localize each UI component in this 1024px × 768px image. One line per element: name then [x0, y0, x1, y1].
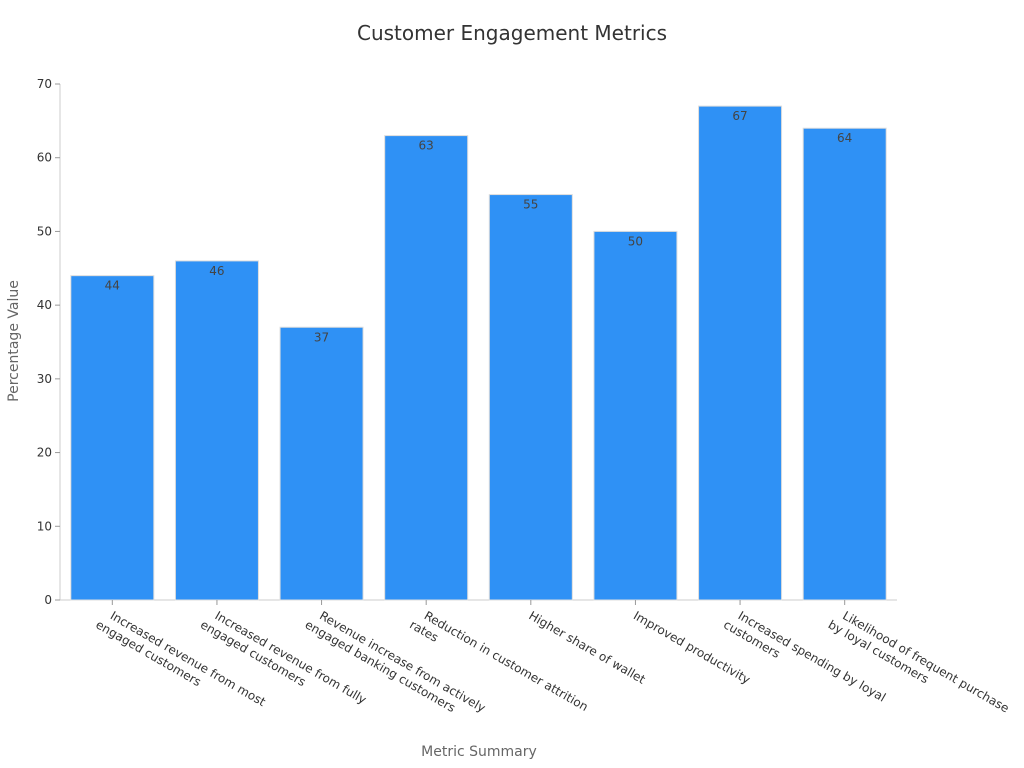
data-label: 63 [419, 139, 434, 153]
data-label: 44 [105, 279, 120, 293]
data-label: 55 [523, 198, 538, 212]
y-tick-label: 30 [37, 372, 52, 386]
x-tick-label: Likelihood of frequent purchaseby loyal … [826, 604, 1012, 728]
bar [593, 230, 678, 601]
x-tick-label: Reduction in customer attritionrates [407, 604, 590, 727]
chart-title: Customer Engagement Metrics [357, 21, 667, 45]
x-axis-title: Metric Summary [421, 744, 537, 760]
y-tick-label: 40 [37, 298, 52, 312]
y-tick-label: 60 [37, 151, 52, 165]
bar [279, 326, 364, 601]
bar [174, 260, 259, 601]
x-tick-label-line: Likelihood of frequent purchase [840, 608, 1011, 715]
data-label: 37 [314, 330, 329, 344]
y-tick-label: 70 [37, 77, 52, 91]
bar [70, 275, 155, 601]
y-tick-label: 50 [37, 224, 52, 238]
bar [384, 135, 469, 601]
y-tick-label: 0 [44, 593, 52, 607]
x-tick-label: Revenue increase from activelyengaged ba… [303, 604, 488, 728]
data-label: 67 [732, 109, 747, 123]
x-tick-label-line: Revenue increase from actively [317, 608, 488, 715]
bar [802, 127, 887, 601]
y-tick-label: 10 [37, 519, 52, 533]
data-label: 50 [628, 234, 643, 248]
y-axis-title: Percentage Value [6, 280, 22, 402]
bar [488, 194, 573, 601]
y-tick-label: 20 [37, 446, 52, 460]
bar [698, 105, 783, 601]
data-label: 64 [837, 131, 852, 145]
data-label: 46 [209, 264, 224, 278]
